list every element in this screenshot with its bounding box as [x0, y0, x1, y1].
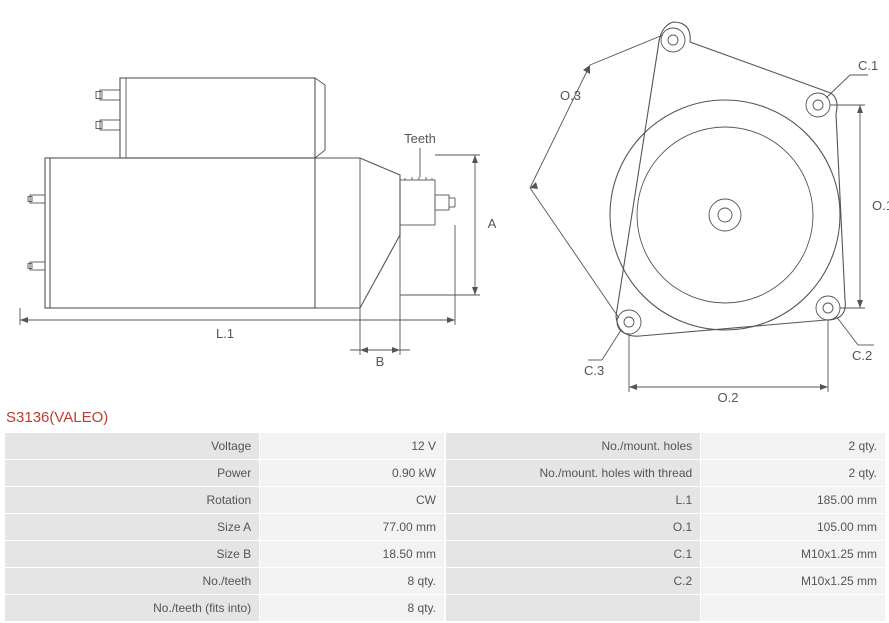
spec-row: L.1185.00 mm: [446, 487, 886, 514]
dim-A-label: A: [488, 216, 497, 231]
spec-row: [446, 595, 886, 622]
spec-value: M10x1.25 mm: [701, 568, 886, 595]
spec-row: Power0.90 kW: [5, 460, 445, 487]
spec-label: No./teeth: [5, 568, 260, 595]
spec-label: Power: [5, 460, 260, 487]
spec-row: No./mount. holes with thread2 qty.: [446, 460, 886, 487]
teeth-label: Teeth: [404, 131, 436, 146]
spec-label: No./mount. holes with thread: [446, 460, 701, 487]
spec-value: 8 qty.: [260, 595, 445, 622]
dim-L1-label: L.1: [216, 326, 234, 341]
spec-row: C.1M10x1.25 mm: [446, 541, 886, 568]
spec-tables: Voltage12 VPower0.90 kWRotationCWSize A7…: [4, 432, 886, 622]
spec-value: 105.00 mm: [701, 514, 886, 541]
dim-B-label: B: [376, 354, 385, 369]
spec-value: 0.90 kW: [260, 460, 445, 487]
spec-value: 2 qty.: [701, 433, 886, 460]
spec-row: Size A77.00 mm: [5, 514, 445, 541]
spec-value: 2 qty.: [701, 460, 886, 487]
spec-value: 185.00 mm: [701, 487, 886, 514]
spec-row: O.1105.00 mm: [446, 514, 886, 541]
spec-value: [701, 595, 886, 622]
spec-label: C.2: [446, 568, 701, 595]
spec-value: 18.50 mm: [260, 541, 445, 568]
spec-label: No./mount. holes: [446, 433, 701, 460]
spec-value: 8 qty.: [260, 568, 445, 595]
spec-label: Voltage: [5, 433, 260, 460]
spec-label: Rotation: [5, 487, 260, 514]
spec-row: No./teeth (fits into)8 qty.: [5, 595, 445, 622]
spec-label: No./teeth (fits into): [5, 595, 260, 622]
spec-row: Size B18.50 mm: [5, 541, 445, 568]
spec-value: 77.00 mm: [260, 514, 445, 541]
dim-C1-label: C.1: [858, 58, 878, 73]
spec-row: No./mount. holes2 qty.: [446, 433, 886, 460]
dim-O3-label: O.3: [560, 88, 581, 103]
spec-label: C.1: [446, 541, 701, 568]
spec-row: No./teeth8 qty.: [5, 568, 445, 595]
spec-row: RotationCW: [5, 487, 445, 514]
technical-drawing: L.1 B A Teeth: [0, 0, 889, 405]
dim-C3-label: C.3: [584, 363, 604, 378]
spec-label: Size A: [5, 514, 260, 541]
spec-label: O.1: [446, 514, 701, 541]
spec-row: C.2M10x1.25 mm: [446, 568, 886, 595]
spec-label: Size B: [5, 541, 260, 568]
spec-table-left: Voltage12 VPower0.90 kWRotationCWSize A7…: [4, 432, 445, 622]
product-code: S3136(VALEO): [0, 405, 889, 432]
spec-value: CW: [260, 487, 445, 514]
spec-value: M10x1.25 mm: [701, 541, 886, 568]
spec-label: [446, 595, 701, 622]
dim-O2-label: O.2: [718, 390, 739, 405]
dim-O1-label: O.1: [872, 198, 889, 213]
spec-table-right: No./mount. holes2 qty.No./mount. holes w…: [445, 432, 886, 622]
spec-value: 12 V: [260, 433, 445, 460]
spec-row: Voltage12 V: [5, 433, 445, 460]
dim-C2-label: C.2: [852, 348, 872, 363]
spec-label: L.1: [446, 487, 701, 514]
